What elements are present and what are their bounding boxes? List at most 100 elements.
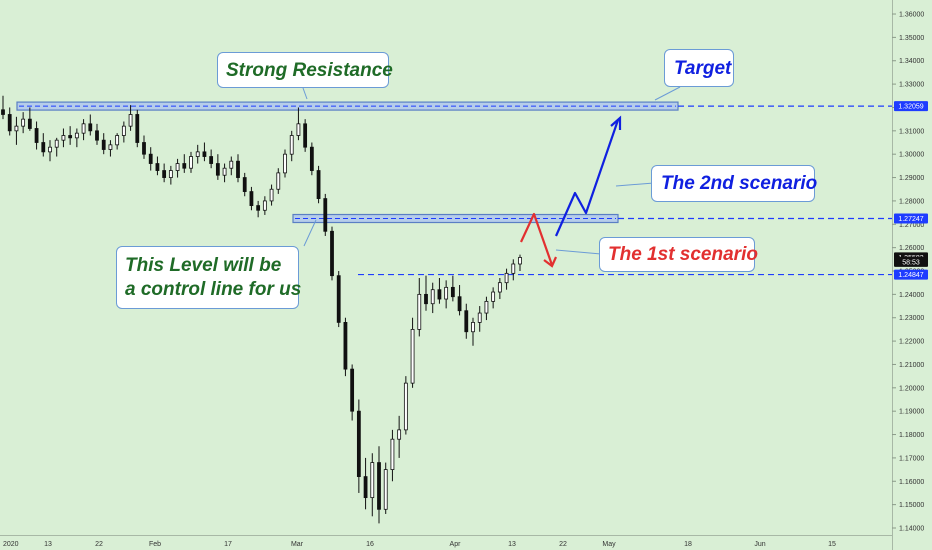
candle-body xyxy=(370,462,375,499)
candle-body xyxy=(296,123,301,136)
candle xyxy=(41,133,46,157)
candle-body xyxy=(27,118,32,129)
x-tick-label: 22 xyxy=(95,541,103,548)
candle xyxy=(471,317,475,346)
candle-body xyxy=(397,429,402,440)
candle xyxy=(323,193,328,236)
y-tick-label: 1.35000 xyxy=(899,35,924,42)
candle xyxy=(343,317,348,377)
candle-body xyxy=(236,160,240,178)
y-tick-label: 1.15000 xyxy=(899,502,924,509)
candle-body xyxy=(88,123,93,132)
candle-body xyxy=(430,289,435,305)
candle xyxy=(424,275,428,311)
target-label: Target xyxy=(674,58,732,79)
candle-body xyxy=(309,146,314,171)
candle xyxy=(450,275,455,302)
candle xyxy=(511,259,516,281)
candle-body xyxy=(323,198,328,232)
candle xyxy=(403,376,408,435)
x-tick-label: 16 xyxy=(366,541,374,548)
candle-body xyxy=(316,170,321,199)
candle-body xyxy=(21,118,26,127)
x-tick-label: Feb xyxy=(149,541,161,548)
candle-body xyxy=(289,135,294,155)
candle xyxy=(202,142,207,162)
y-tick-label: 1.30000 xyxy=(899,152,924,159)
y-tick-label: 1.23000 xyxy=(899,315,924,322)
candle-body xyxy=(1,109,5,115)
candle-body xyxy=(457,296,462,312)
candle-body xyxy=(417,293,422,330)
candle-body xyxy=(162,170,167,178)
candle xyxy=(350,364,355,421)
x-tick-label: 17 xyxy=(224,541,232,548)
candle-body xyxy=(262,200,267,211)
candle xyxy=(48,140,52,162)
price-label-text: 1.24847 xyxy=(898,272,923,279)
candle-body xyxy=(115,135,120,146)
candle-body xyxy=(249,191,254,206)
x-tick-label: 18 xyxy=(684,541,692,548)
y-tick-label: 1.22000 xyxy=(899,339,924,346)
price-label-text: 1.32059 xyxy=(898,104,923,111)
price-label-text: 58:53 xyxy=(902,259,920,266)
x-tick-label: 2020 xyxy=(3,541,19,548)
candle-body xyxy=(497,282,502,293)
candle-body xyxy=(7,114,12,132)
candle xyxy=(148,147,153,171)
candle xyxy=(276,168,281,194)
price-label-box xyxy=(894,256,928,267)
candle xyxy=(54,137,59,157)
candle xyxy=(61,128,66,148)
first-scenario-path xyxy=(520,212,554,266)
candle xyxy=(417,278,422,337)
candle xyxy=(88,114,93,136)
x-tick-label: May xyxy=(602,541,616,548)
candle xyxy=(390,429,395,482)
candle xyxy=(437,278,442,304)
candle xyxy=(336,271,341,328)
x-tick-label: Mar xyxy=(291,541,304,548)
y-tick-label: 1.18000 xyxy=(899,432,924,439)
candle-body xyxy=(276,172,281,190)
second-scenario-arrowhead xyxy=(610,115,622,130)
candle xyxy=(242,172,247,197)
candle xyxy=(101,133,106,155)
candle xyxy=(142,135,146,159)
candle-body xyxy=(350,368,355,412)
candle xyxy=(162,163,167,183)
control-line-text-2: a control line for us xyxy=(125,279,302,300)
y-tick-label: 1.16000 xyxy=(899,479,924,486)
candle xyxy=(135,109,140,148)
candle-body xyxy=(303,123,308,148)
candle-body xyxy=(283,153,287,174)
candle xyxy=(430,282,435,314)
candle-body xyxy=(61,135,66,141)
candle-body xyxy=(383,469,388,510)
candle-body xyxy=(175,163,180,171)
y-tick-label: 1.17000 xyxy=(899,455,924,462)
candle-body xyxy=(464,310,469,333)
candle xyxy=(363,457,368,510)
candle xyxy=(249,186,254,211)
second-scenario-callout: The 2nd scenario xyxy=(651,165,818,202)
candle xyxy=(269,184,274,206)
second-scenario-label: The 2nd scenario xyxy=(661,173,818,194)
price-label-box xyxy=(894,213,928,224)
control-pointer xyxy=(303,219,317,247)
x-tick-label: 13 xyxy=(508,541,516,548)
candle-body xyxy=(189,156,193,169)
candle xyxy=(296,107,301,141)
second-scenario-path xyxy=(554,119,620,237)
candle-body xyxy=(450,286,455,298)
candle xyxy=(377,446,381,524)
candle xyxy=(309,142,314,176)
strong-resistance-callout: Strong Resistance xyxy=(217,52,393,88)
candle xyxy=(121,121,126,143)
candle-body xyxy=(209,156,214,164)
candle-body xyxy=(491,291,496,302)
candle xyxy=(7,107,12,136)
candle-body xyxy=(343,322,348,370)
candle xyxy=(21,112,26,134)
